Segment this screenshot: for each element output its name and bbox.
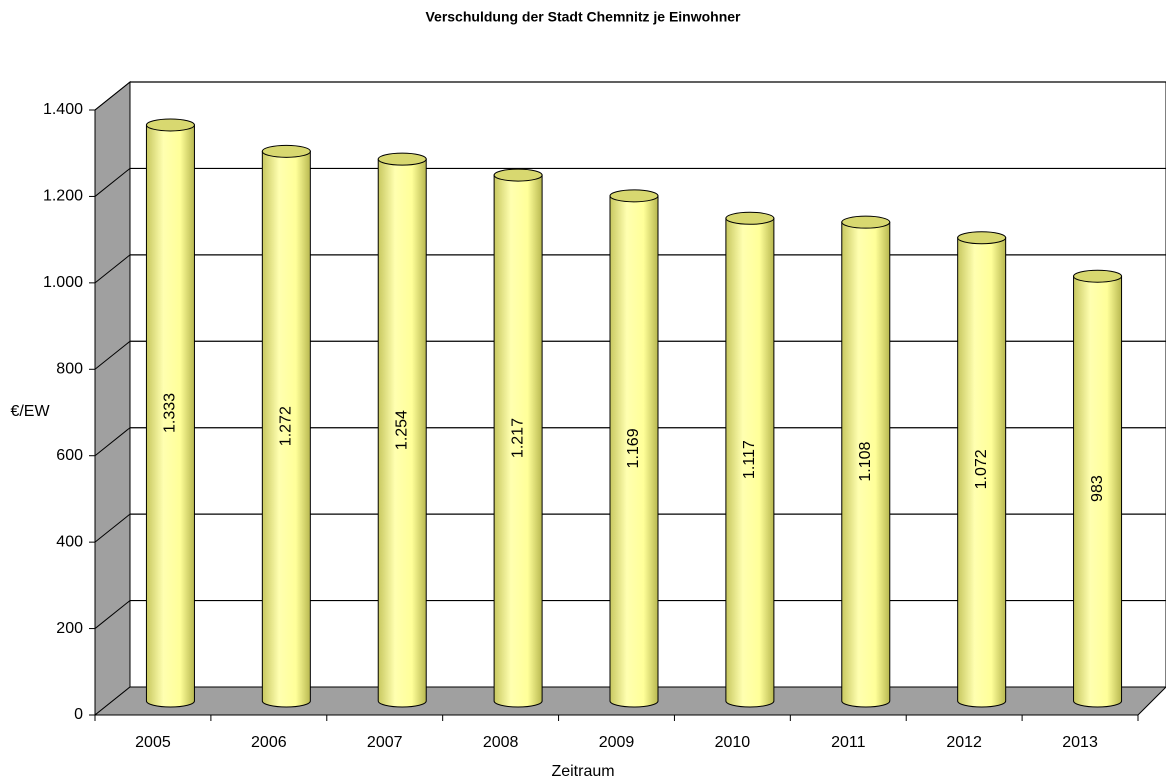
chart-title: Verschuldung der Stadt Chemnitz je Einwo… bbox=[425, 9, 741, 25]
y-tick-label: 1.400 bbox=[43, 101, 83, 118]
data-label: 983 bbox=[1089, 475, 1106, 502]
data-label: 1.072 bbox=[973, 449, 990, 489]
bar bbox=[725, 217, 775, 708]
x-tick-label: 2006 bbox=[251, 734, 287, 751]
y-tick-label: 1.000 bbox=[43, 274, 83, 291]
bar-top bbox=[1073, 269, 1123, 283]
data-label: 1.254 bbox=[393, 410, 410, 450]
x-tick-label: 2010 bbox=[715, 734, 751, 751]
y-tick-label: 800 bbox=[56, 361, 83, 378]
grid-line-side bbox=[94, 81, 131, 111]
y-tick-label: 400 bbox=[56, 533, 83, 550]
y-tick-label: 1.200 bbox=[43, 188, 83, 205]
x-tick-label: 2007 bbox=[367, 734, 403, 751]
grid-line-side bbox=[94, 513, 131, 543]
x-tick-label: 2005 bbox=[135, 734, 171, 751]
data-label: 1.169 bbox=[625, 428, 642, 468]
bar bbox=[957, 237, 1007, 708]
y-tick-label: 0 bbox=[74, 706, 83, 723]
data-label: 1.108 bbox=[857, 441, 874, 481]
grid-line-side bbox=[94, 427, 131, 457]
grid-line-side bbox=[94, 254, 131, 284]
bar-top bbox=[725, 211, 775, 225]
x-axis-label: Zeitraum bbox=[551, 763, 614, 780]
bar bbox=[145, 124, 195, 708]
bar bbox=[377, 158, 427, 708]
grid-line-side bbox=[94, 168, 131, 197]
y-tick-label: 200 bbox=[56, 620, 83, 637]
side-wall bbox=[94, 80, 131, 717]
x-tick-label: 2013 bbox=[1062, 734, 1098, 751]
bar bbox=[261, 150, 311, 708]
bar bbox=[609, 195, 659, 708]
grid-line-side bbox=[94, 340, 131, 370]
bar bbox=[841, 221, 891, 708]
data-label: 1.333 bbox=[162, 393, 179, 433]
bar bbox=[1073, 275, 1123, 708]
data-label: 1.117 bbox=[741, 440, 758, 479]
x-tick-label: 2008 bbox=[483, 734, 519, 751]
y-tick-label: 600 bbox=[56, 447, 83, 464]
grid-line-side bbox=[94, 600, 131, 629]
bar-top bbox=[145, 118, 195, 132]
bar-top bbox=[261, 144, 311, 158]
bar-top bbox=[377, 152, 427, 166]
bar-top bbox=[493, 168, 543, 182]
x-tick-label: 2009 bbox=[599, 734, 635, 751]
x-tick-label: 2012 bbox=[946, 734, 982, 751]
y-axis-label: €/EW bbox=[10, 403, 50, 420]
bar-top bbox=[957, 231, 1007, 245]
data-label: 1.217 bbox=[509, 418, 526, 458]
bar-top bbox=[609, 189, 659, 203]
bar-top bbox=[841, 215, 891, 229]
bar bbox=[493, 174, 543, 708]
x-tick-label: 2011 bbox=[831, 734, 866, 751]
data-label: 1.272 bbox=[278, 406, 295, 446]
